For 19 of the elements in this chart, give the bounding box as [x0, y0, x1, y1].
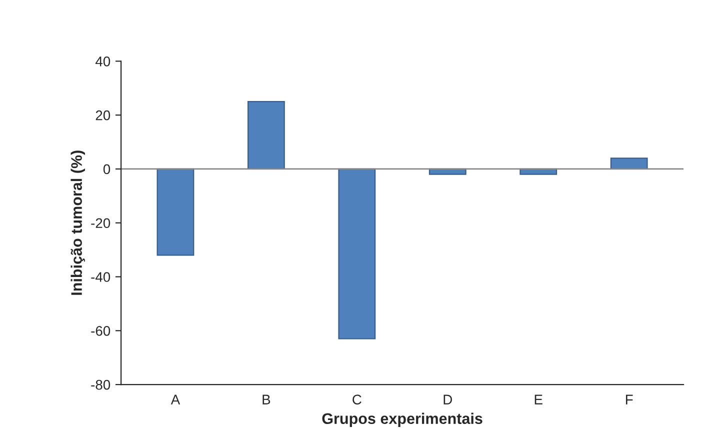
x-tick-label: E: [534, 394, 542, 404]
x-tick-label: F: [626, 394, 633, 404]
x-tick-label: C: [352, 394, 362, 404]
y-tick-label: 20: [96, 110, 110, 120]
x-tick-label: A: [170, 394, 180, 404]
y-tick-label: -40: [91, 272, 110, 282]
x-tick-label: B: [262, 394, 270, 404]
x-axis-title: Grupos experimentais: [322, 412, 482, 428]
bar: [610, 158, 648, 170]
y-tick-label: 40: [95, 56, 110, 66]
y-tick-label: 0: [103, 164, 110, 174]
bar: [247, 101, 285, 170]
y-tick-label: -60: [91, 326, 110, 336]
y-tick-label: -20: [91, 218, 110, 228]
y-tick-label: -80: [91, 380, 110, 390]
y-axis-title: Inibição tumoral (%): [70, 150, 85, 295]
bar: [338, 168, 376, 340]
bar: [156, 168, 194, 256]
x-tick-label: D: [444, 394, 452, 404]
